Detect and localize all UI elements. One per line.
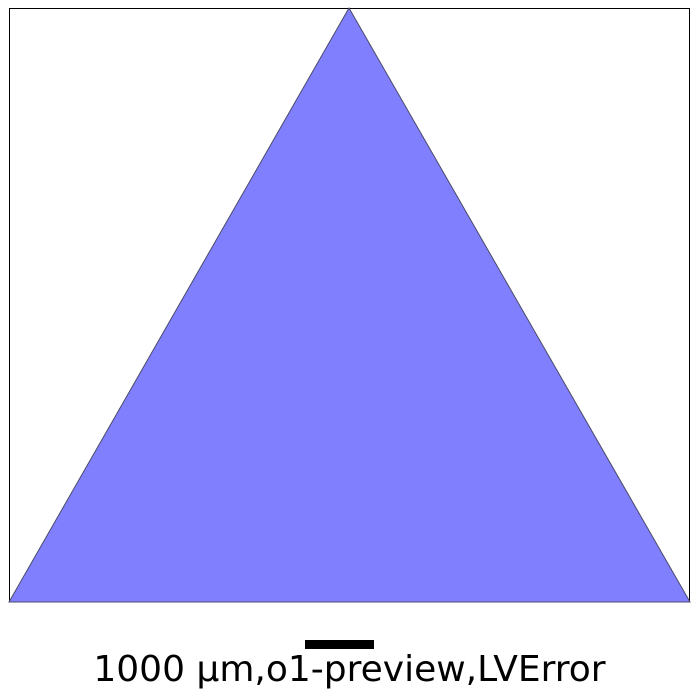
scale-bar: [305, 640, 374, 649]
triangle-shape: [8, 6, 691, 603]
scale-caption: 1000 μm,o1-preview,LVError: [93, 649, 606, 690]
